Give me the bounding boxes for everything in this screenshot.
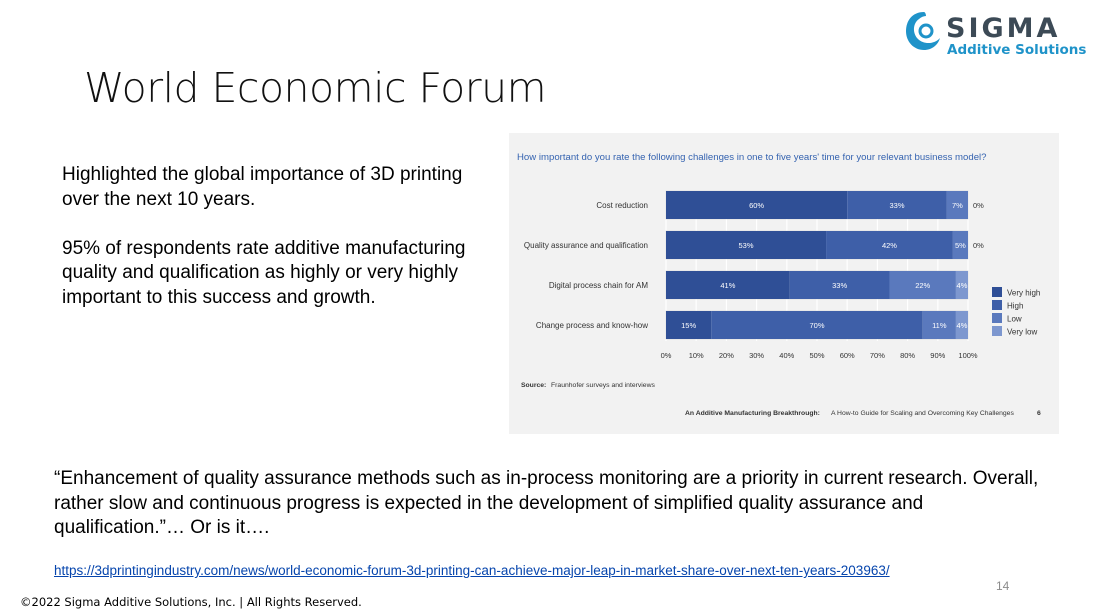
- bar-segment: [666, 231, 827, 259]
- bar-segment: [666, 311, 712, 339]
- intro-paragraph-2: 95% of respondents rate additive manufac…: [62, 237, 466, 308]
- category-label: Digital process chain for AM: [549, 281, 648, 290]
- data-label: 5%: [955, 241, 966, 250]
- logo-name: SIGMA: [946, 13, 1061, 44]
- x-tick-label: 60%: [840, 351, 855, 360]
- bar-segment: [666, 191, 848, 219]
- bar-segment: [955, 271, 968, 299]
- data-label: 60%: [749, 201, 764, 210]
- x-tick-label: 70%: [870, 351, 885, 360]
- footer-bold: An Additive Manufacturing Breakthrough:: [685, 410, 820, 417]
- bar-segment: [711, 311, 923, 339]
- bar-segment: [789, 271, 890, 299]
- data-label: 33%: [832, 281, 847, 290]
- page-number: 14: [996, 579, 1010, 593]
- logo-subtitle: Additive Solutions: [947, 42, 1087, 58]
- category-label: Cost reduction: [596, 201, 648, 210]
- source-text: Fraunhofer surveys and interviews: [551, 382, 655, 389]
- chart-panel: How important do you rate the following …: [509, 133, 1059, 434]
- bar-segment: [955, 311, 968, 339]
- data-label: 22%: [915, 281, 930, 290]
- legend-label: High: [1007, 302, 1023, 311]
- data-label: 42%: [882, 241, 897, 250]
- x-tick-label: 50%: [809, 351, 824, 360]
- source-label: Source:: [521, 382, 546, 389]
- bar-segment: [889, 271, 956, 299]
- x-tick-label: 20%: [719, 351, 734, 360]
- data-label: 33%: [890, 201, 905, 210]
- intro-paragraph-1: Highlighted the global importance of 3D …: [62, 164, 463, 210]
- data-label: 11%: [932, 321, 947, 330]
- legend-swatch: [992, 313, 1002, 323]
- quote-text: “Enhancement of quality assurance method…: [54, 468, 1039, 538]
- bar-segment: [922, 311, 956, 339]
- bar-segment: [847, 191, 947, 219]
- x-tick-label: 100%: [958, 351, 978, 360]
- data-label: 41%: [720, 281, 735, 290]
- x-tick-label: 90%: [930, 351, 945, 360]
- legend-label: Low: [1007, 315, 1022, 324]
- x-tick-label: 30%: [749, 351, 764, 360]
- legend-swatch: [992, 287, 1002, 297]
- x-tick-label: 0%: [661, 351, 672, 360]
- data-label: 4%: [957, 281, 968, 290]
- bar-segment: [666, 271, 790, 299]
- category-label: Quality assurance and qualification: [524, 241, 648, 250]
- legend-swatch: [992, 326, 1002, 336]
- legend-label: Very low: [1007, 328, 1037, 337]
- copyright-text: ©2022 Sigma Additive Solutions, Inc. | A…: [20, 595, 362, 609]
- legend-swatch: [992, 300, 1002, 310]
- bar-segment: [826, 231, 953, 259]
- x-tick-label: 10%: [689, 351, 704, 360]
- intro-text: Highlighted the global importance of 3D …: [62, 163, 502, 310]
- data-label: 4%: [957, 321, 968, 330]
- footer-text: A How-to Guide for Scaling and Overcomin…: [831, 410, 1014, 417]
- data-label: 53%: [739, 241, 754, 250]
- data-label: 7%: [952, 201, 963, 210]
- stacked-bar-chart: How important do you rate the following …: [517, 152, 1041, 417]
- source-link[interactable]: https://3dprintingindustry.com/news/worl…: [54, 563, 890, 578]
- legend-label: Very high: [1007, 289, 1040, 298]
- category-label: Change process and know-how: [536, 321, 648, 330]
- x-tick-label: 40%: [779, 351, 794, 360]
- data-label: 15%: [681, 321, 696, 330]
- slide-title: World Economic Forum: [84, 64, 547, 112]
- footer-page: 6: [1037, 410, 1041, 417]
- data-label: 0%: [973, 241, 984, 250]
- chart-title: How important do you rate the following …: [517, 152, 987, 163]
- x-tick-label: 80%: [900, 351, 915, 360]
- data-label: 70%: [809, 321, 824, 330]
- data-label: 0%: [973, 201, 984, 210]
- sigma-swirl-icon: [906, 12, 940, 50]
- sigma-logo: SIGMA Additive Solutions: [904, 8, 1089, 60]
- bar-segment: [946, 191, 968, 219]
- bar-segment: [952, 231, 968, 259]
